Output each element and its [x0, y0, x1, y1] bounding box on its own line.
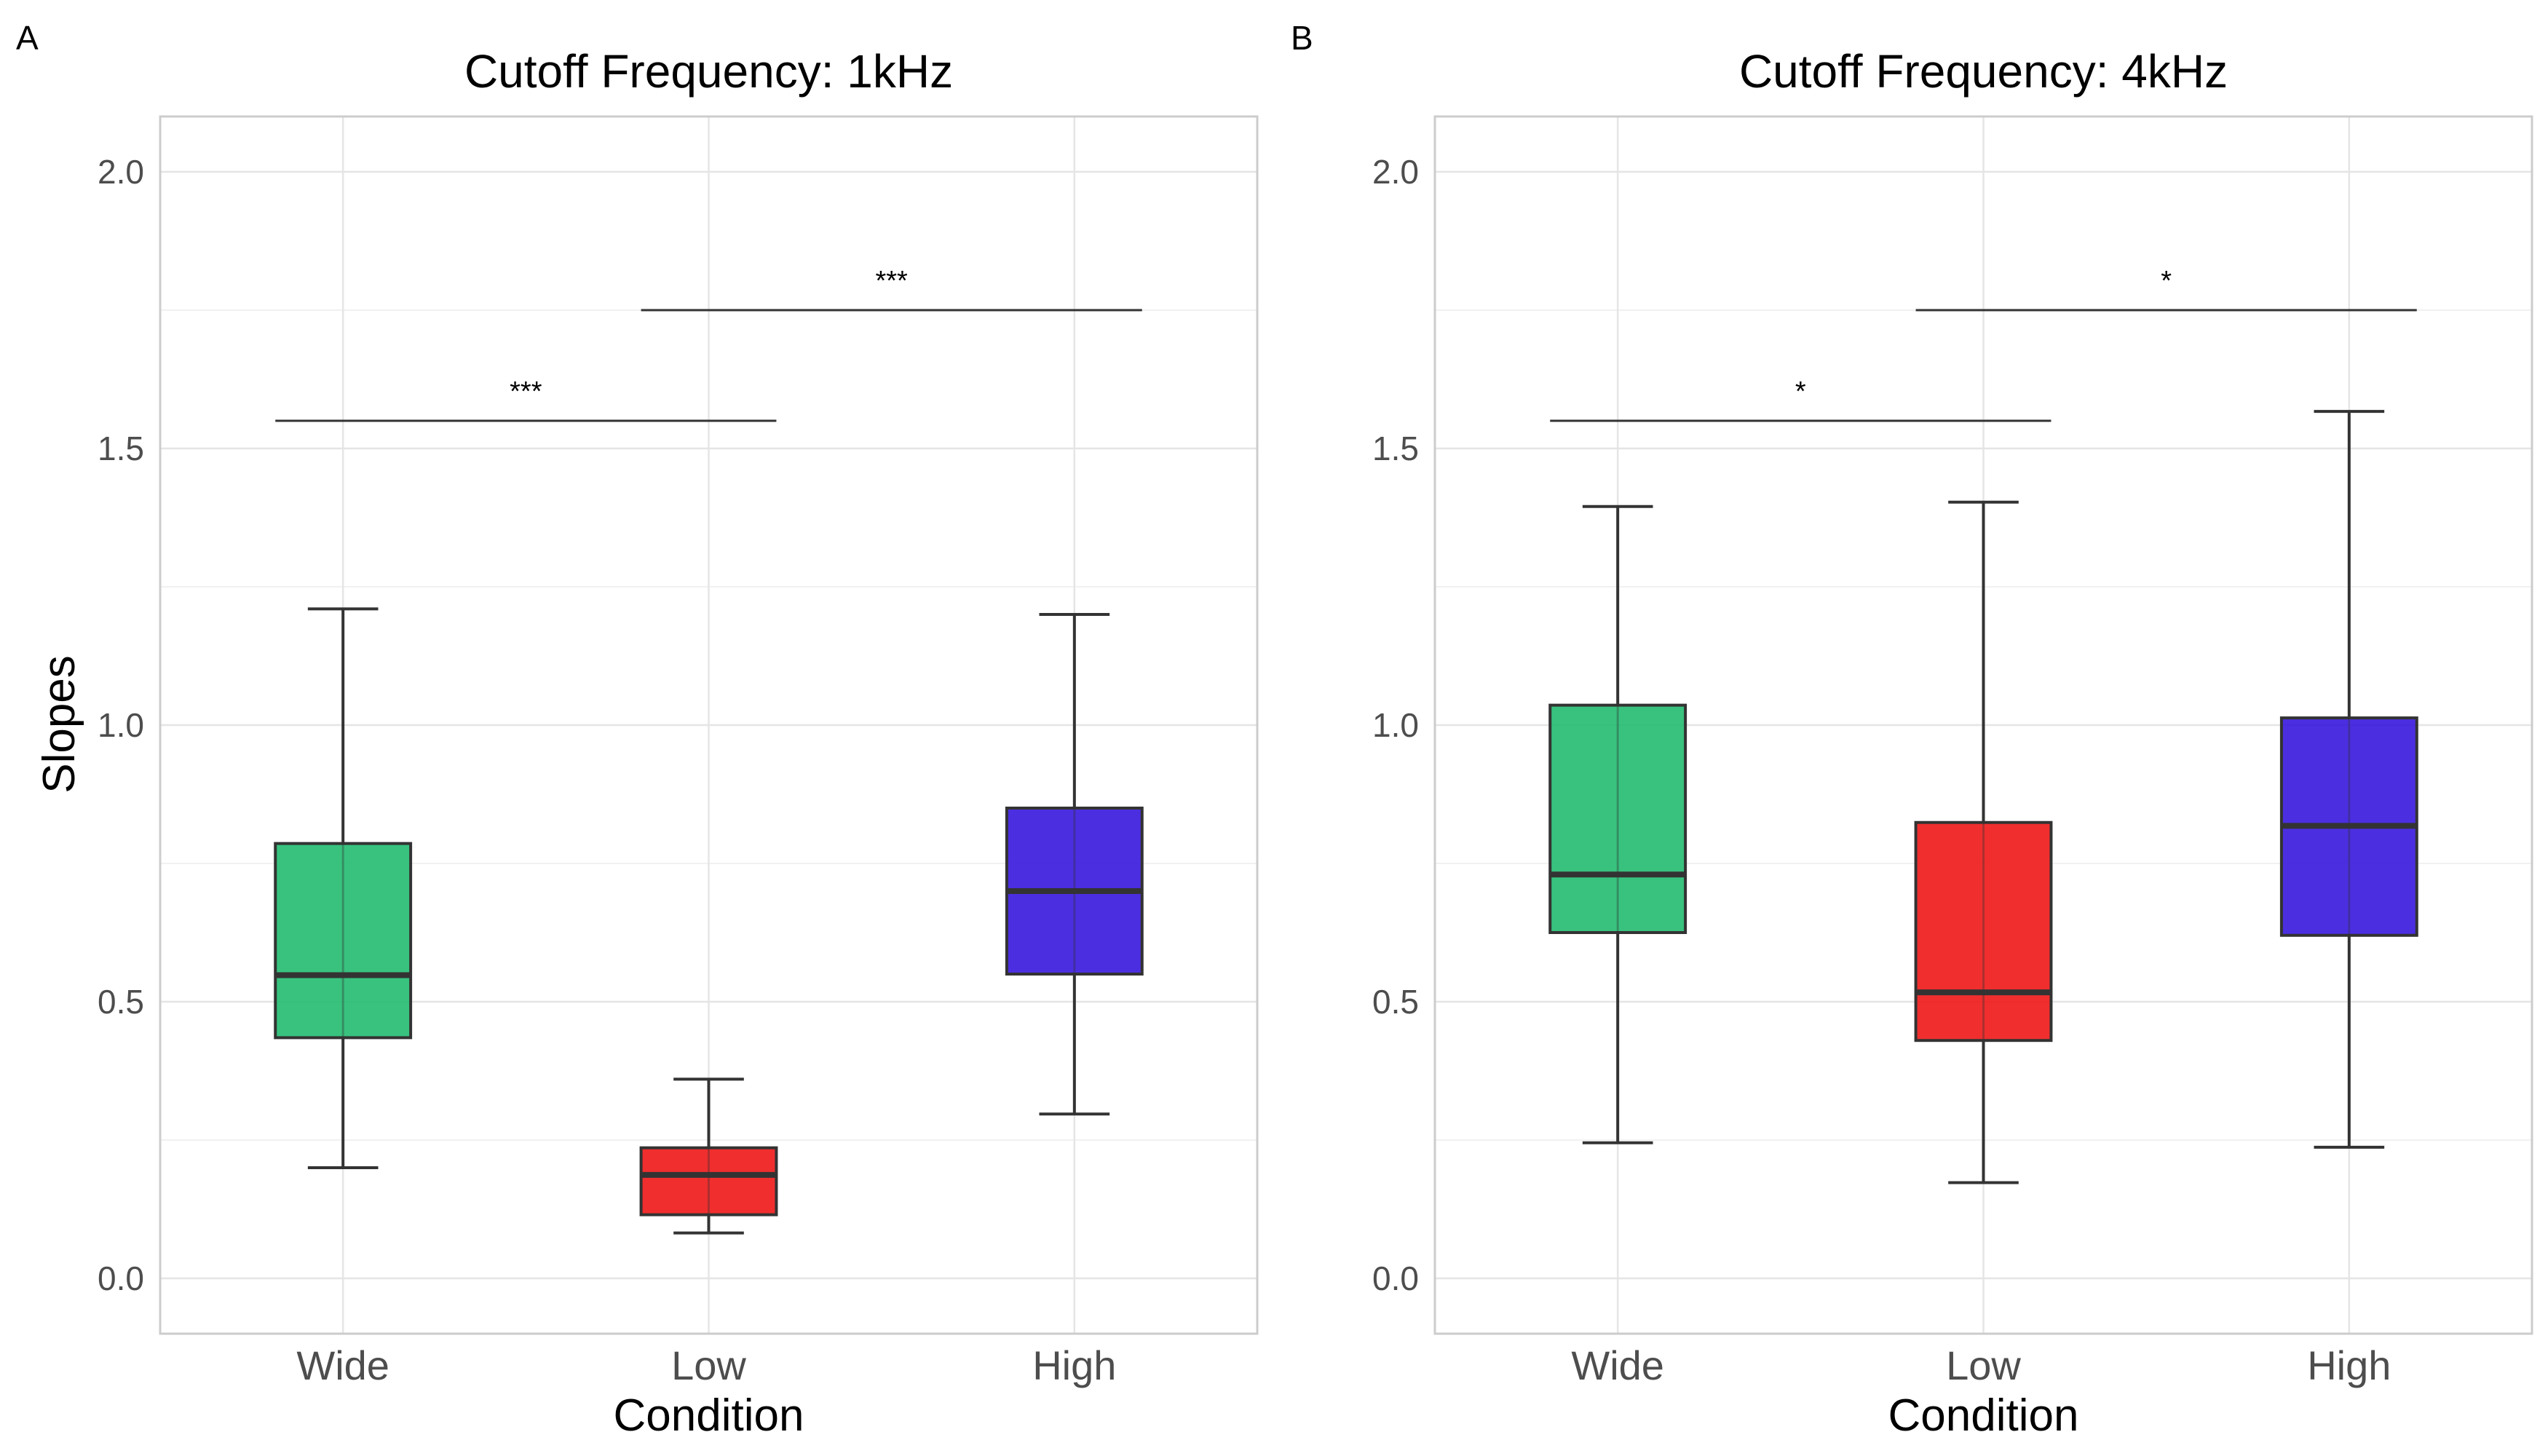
x-tick-label-low: Low — [671, 1342, 746, 1388]
significance-label: *** — [510, 376, 542, 407]
box-low — [639, 1077, 778, 1235]
interquartile-box — [1914, 820, 2053, 1042]
chart-panel-a: 0.0 0.5 1.0 1.5 2.0 Wide Low High *** *** Cutoff F… — [16, 19, 1259, 1441]
y-tick-label: 1.5 — [98, 430, 144, 467]
y-tick-label: 1.0 — [98, 706, 144, 744]
panel-border — [1433, 115, 2533, 1335]
x-axis-title: Condition — [1888, 1390, 2079, 1441]
significance-label: * — [2161, 266, 2172, 296]
interquartile-box — [639, 1146, 778, 1216]
x-tick-label-wide: Wide — [1571, 1342, 1664, 1388]
y-tick-label: 0.5 — [98, 983, 144, 1021]
y-tick-label: 1.5 — [1372, 430, 1419, 467]
y-tick-label: 1.0 — [1372, 706, 1419, 744]
panel-border — [159, 115, 1259, 1335]
box-low — [1914, 500, 2053, 1184]
interquartile-box — [1548, 703, 1688, 934]
box-wide — [274, 607, 413, 1169]
panel-title: Cutoff Frequency: 1kHz — [464, 45, 953, 98]
significance-label: * — [1795, 376, 1806, 407]
x-tick-label-low: Low — [1946, 1342, 2021, 1388]
y-tick-label: 2.0 — [1372, 153, 1419, 191]
box-wide — [1548, 505, 1688, 1144]
x-tick-label-high: High — [1032, 1342, 1116, 1388]
chart-panel-b: 0.0 0.5 1.0 1.5 2.0 Wide Low High * * Cutoff Frequ… — [1291, 19, 2533, 1441]
x-tick-label-wide: Wide — [296, 1342, 389, 1388]
significance-label: *** — [875, 266, 908, 296]
x-axis-title: Condition — [614, 1390, 804, 1441]
panel-tag: A — [16, 19, 39, 57]
y-axis-title: Slopes — [34, 655, 84, 794]
box-high — [1005, 613, 1144, 1116]
panel-tag: B — [1291, 19, 1313, 57]
panel-title: Cutoff Frequency: 4kHz — [1739, 45, 2228, 98]
y-tick-label: 0.5 — [1372, 983, 1419, 1021]
panels: 0.0 0.5 1.0 1.5 2.0 Wide Low High *** *** Cutoff F… — [16, 19, 2533, 1441]
y-tick-label: 0.0 — [1372, 1259, 1419, 1297]
box-high — [2279, 410, 2418, 1149]
interquartile-box — [274, 842, 413, 1040]
y-tick-label: 2.0 — [98, 153, 144, 191]
x-tick-label-high: High — [2307, 1342, 2391, 1388]
y-tick-label: 0.0 — [98, 1259, 144, 1297]
